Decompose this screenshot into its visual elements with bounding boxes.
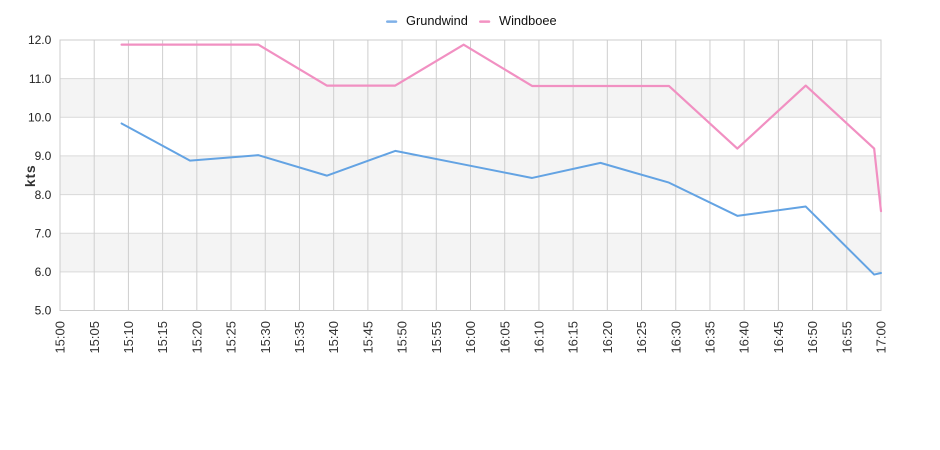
- svg-text:16:05: 16:05: [497, 321, 512, 354]
- svg-text:16:30: 16:30: [668, 321, 683, 354]
- svg-text:16:25: 16:25: [634, 321, 649, 354]
- svg-text:16:45: 16:45: [771, 321, 786, 354]
- svg-text:15:15: 15:15: [155, 321, 170, 354]
- svg-text:15:20: 15:20: [189, 321, 204, 354]
- svg-text:15:00: 15:00: [53, 321, 68, 354]
- svg-text:16:35: 16:35: [703, 321, 718, 354]
- svg-text:16:55: 16:55: [839, 321, 854, 354]
- svg-text:17:00: 17:00: [874, 321, 889, 354]
- svg-text:16:40: 16:40: [737, 321, 752, 354]
- svg-text:15:35: 15:35: [292, 321, 307, 354]
- svg-text:11.0: 11.0: [29, 72, 52, 86]
- svg-text:16:15: 16:15: [566, 321, 581, 354]
- svg-text:8.0: 8.0: [35, 188, 52, 202]
- svg-text:9.0: 9.0: [35, 149, 52, 163]
- svg-text:6.0: 6.0: [35, 265, 52, 279]
- svg-text:15:25: 15:25: [224, 321, 239, 354]
- svg-text:16:20: 16:20: [600, 321, 615, 354]
- svg-text:15:30: 15:30: [258, 321, 273, 354]
- svg-text:15:45: 15:45: [360, 321, 375, 354]
- svg-text:15:40: 15:40: [326, 321, 341, 354]
- svg-text:Windboee: Windboee: [499, 13, 557, 28]
- svg-text:16:10: 16:10: [531, 321, 546, 354]
- svg-text:10.0: 10.0: [28, 110, 52, 124]
- svg-text:15:10: 15:10: [121, 321, 136, 354]
- svg-text:15:05: 15:05: [87, 321, 102, 354]
- svg-text:7.0: 7.0: [35, 226, 52, 240]
- svg-text:Grundwind: Grundwind: [406, 13, 468, 28]
- svg-text:16:00: 16:00: [463, 321, 478, 354]
- svg-text:kts: kts: [22, 164, 38, 187]
- svg-text:12.0: 12.0: [28, 33, 52, 47]
- svg-text:16:50: 16:50: [805, 321, 820, 354]
- svg-text:5.0: 5.0: [35, 304, 52, 318]
- svg-text:15:50: 15:50: [395, 321, 410, 354]
- svg-text:15:55: 15:55: [429, 321, 444, 354]
